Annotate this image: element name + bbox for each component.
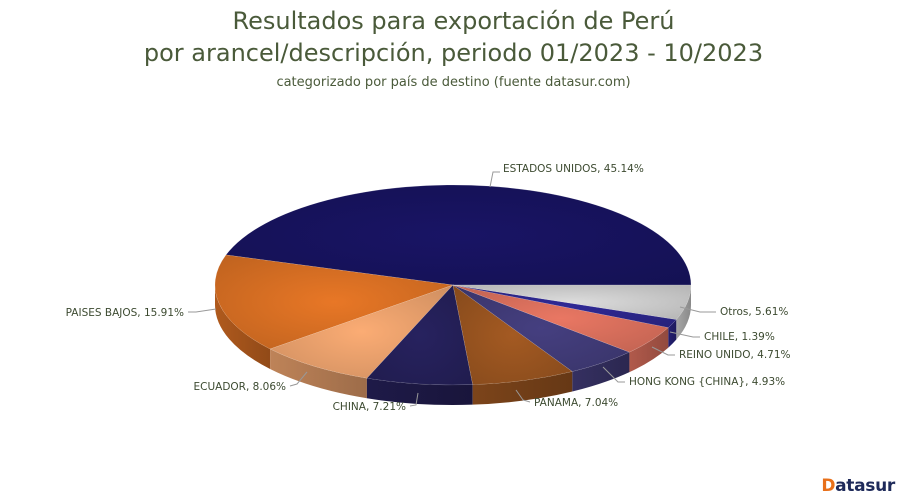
data-label: PAISES BAJOS, 15.91%	[66, 307, 184, 319]
pie-sides	[215, 285, 691, 405]
data-label: PANAMA, 7.04%	[534, 397, 618, 409]
pie-side	[629, 327, 669, 373]
pie-side	[366, 378, 473, 405]
data-label: REINO UNIDO, 4.71%	[679, 349, 791, 361]
pie-slice-ecuador[interactable]	[269, 284, 454, 379]
chart-subtitle: categorizado por país de destino (fuente…	[276, 75, 631, 90]
pie-slice-china[interactable]	[366, 284, 474, 386]
pie-side	[572, 352, 630, 392]
pie-side	[215, 285, 271, 369]
pie-slice-panama[interactable]	[452, 284, 573, 385]
data-label: ESTADOS UNIDOS, 45.14%	[503, 163, 644, 175]
label-connector	[669, 331, 700, 338]
label-connector	[651, 346, 675, 356]
pie-slice-chile[interactable]	[452, 284, 677, 328]
label-connector	[679, 306, 716, 313]
label-connector	[489, 171, 500, 188]
pie-slice-estados-unidos[interactable]	[225, 184, 692, 286]
label-connector	[515, 389, 531, 403]
data-label: CHILE, 1.39%	[704, 331, 775, 343]
label-connector	[188, 308, 217, 313]
pie-labels: ESTADOS UNIDOS, 45.14% PAISES BAJOS, 15.9…	[66, 163, 791, 413]
data-label: HONG KONG {CHINA}, 4.93%	[629, 376, 785, 388]
label-connector	[602, 366, 625, 383]
pie-side	[676, 285, 691, 340]
pie-slice-otros[interactable]	[452, 284, 692, 320]
pie-side	[668, 319, 677, 348]
data-label: CHINA, 7.21%	[333, 401, 406, 413]
pie-side	[270, 348, 367, 399]
chart-title-line1: Resultados para exportación de Perú	[232, 7, 675, 35]
pie-slice-reino-unido[interactable]	[452, 284, 669, 353]
pie-slice-hong-kong-china[interactable]	[452, 284, 631, 372]
datasur-logo[interactable]: Datasur	[821, 476, 895, 496]
pie-side	[472, 371, 573, 405]
chart-title-line2: por arancel/descripción, periodo 01/2023…	[143, 39, 764, 67]
data-label: Otros, 5.61%	[720, 306, 788, 318]
label-connector	[409, 392, 419, 407]
label-connector	[289, 371, 308, 387]
pie-slices	[214, 184, 692, 386]
data-label: ECUADOR, 8.06%	[193, 381, 286, 393]
pie-slice-paises-bajos[interactable]	[214, 254, 454, 350]
